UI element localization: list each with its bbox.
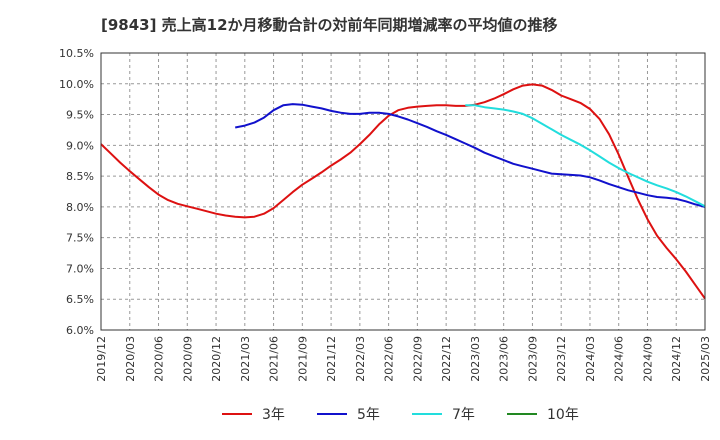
series-line [235,103,706,208]
x-tick-label: 2019/12 [95,336,108,382]
series-line [465,104,706,208]
y-tick-label: 9.0% [66,139,94,152]
legend-label: 5年 [357,407,380,423]
x-tick-label: 2025/03 [699,336,712,382]
x-tick-label: 2022/12 [440,336,453,382]
y-axis-ticks: 6.0% 6.5% 7.0% 7.5% 8.0% 8.5% 9.0% 9.5% 10.0% 10.… [59,47,94,337]
series-lines [100,83,706,300]
x-tick-label: 2021/03 [239,336,252,382]
x-tick-label: 2024/03 [584,336,597,382]
legend-label: 10年 [547,407,579,423]
y-tick-label: 7.5% [66,232,94,245]
y-tick-label: 7.0% [66,262,94,275]
x-tick-label: 2022/03 [354,336,367,382]
plot-frame [100,52,706,331]
x-tick-label: 2023/06 [498,336,511,382]
x-axis-ticks: 2019/12 2020/03 2020/06 2020/09 2020/12 2021/… [95,336,712,382]
x-tick-label: 2022/09 [411,336,424,382]
y-tick-label: 10.0% [59,78,94,91]
x-tick-label: 2021/09 [296,336,309,382]
x-tick-label: 2024/06 [613,336,626,382]
legend: 3年 5年 7年 10年 [222,407,579,423]
y-tick-label: 10.5% [59,47,94,60]
y-tick-label: 9.5% [66,109,94,122]
chart-title: [9843] 売上高12か月移動合計の対前年同期増減率の平均値の推移 [101,16,558,34]
x-tick-label: 2023/12 [555,336,568,382]
x-tick-label: 2020/06 [153,336,166,382]
x-tick-label: 2020/03 [124,336,137,382]
x-tick-label: 2022/06 [383,336,396,382]
y-tick-label: 6.5% [66,293,94,306]
grid [100,52,706,331]
x-tick-label: 2021/12 [325,336,338,382]
x-tick-label: 2020/09 [181,336,194,382]
x-tick-label: 2024/09 [641,336,654,382]
series-line [100,83,706,300]
x-tick-label: 2024/12 [670,336,683,382]
y-tick-label: 6.0% [66,324,94,337]
legend-label: 3年 [262,407,285,423]
x-tick-label: 2023/03 [469,336,482,382]
legend-label: 7年 [452,407,475,423]
x-tick-label: 2020/12 [210,336,223,382]
x-tick-label: 2023/09 [526,336,539,382]
x-tick-label: 2021/06 [268,336,281,382]
y-tick-label: 8.5% [66,170,94,183]
y-tick-label: 8.0% [66,201,94,214]
